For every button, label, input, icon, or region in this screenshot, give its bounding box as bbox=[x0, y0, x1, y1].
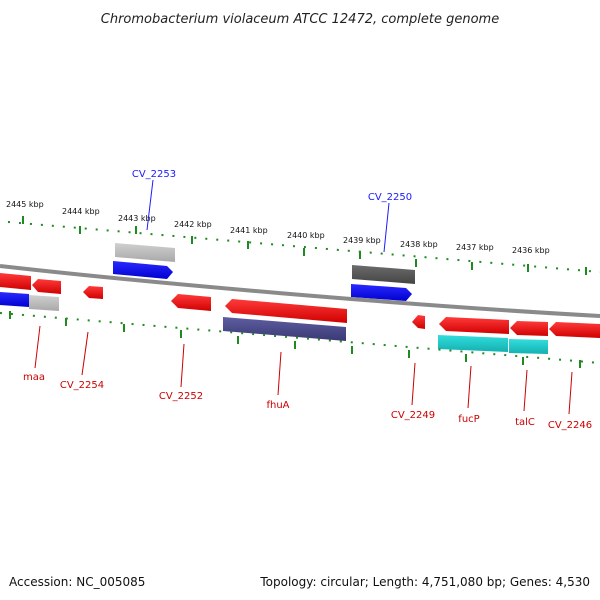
map-title: Chromobacterium violaceum ATCC 12472, co… bbox=[101, 12, 499, 27]
kbp-label: 2445 kbp bbox=[6, 200, 44, 209]
outer-tick-dots bbox=[7, 221, 600, 273]
gene-talC[interactable] bbox=[510, 321, 548, 336]
accession-text: Accession: NC_005085 bbox=[9, 575, 145, 589]
inner-tick-track bbox=[0, 311, 600, 368]
gene-cv2250[interactable] bbox=[351, 284, 412, 301]
leader-cv2254 bbox=[81, 331, 89, 376]
reverse-genes bbox=[0, 273, 600, 354]
outer-tick-track: 2445 kbp 2444 kbp 2443 kbp 2442 kbp 2441… bbox=[6, 200, 600, 275]
kbp-label: 2443 kbp bbox=[118, 214, 156, 223]
gene-label-talC[interactable]: talC bbox=[515, 417, 535, 428]
leader-cv2249 bbox=[411, 362, 416, 406]
gene-cv2254[interactable] bbox=[83, 286, 103, 299]
gene-cv2252[interactable] bbox=[171, 294, 211, 311]
leader-maa bbox=[34, 325, 41, 369]
leader-fucP bbox=[467, 365, 472, 409]
gene-maa[interactable] bbox=[32, 279, 61, 294]
gene-label-fhuA[interactable]: fhuA bbox=[266, 400, 289, 411]
kbp-label: 2441 kbp bbox=[230, 226, 268, 235]
gene-label-cv2250[interactable]: CV_2250 bbox=[368, 192, 412, 203]
outer-major-ticks bbox=[22, 216, 587, 275]
gene-cv2246[interactable] bbox=[549, 322, 600, 338]
gene-cv2249[interactable] bbox=[412, 315, 425, 329]
gene-maa-gray[interactable] bbox=[29, 295, 59, 311]
kbp-label: 2438 kbp bbox=[400, 240, 438, 249]
leader-cv2250 bbox=[383, 202, 390, 253]
kbp-labels: 2445 kbp 2444 kbp 2443 kbp 2442 kbp 2441… bbox=[6, 200, 550, 255]
genome-summary-text: Topology: circular; Length: 4,751,080 bp… bbox=[259, 575, 590, 589]
gene-label-cv2254[interactable]: CV_2254 bbox=[60, 380, 104, 391]
gene-fhuA-indigo[interactable] bbox=[223, 317, 346, 341]
gene-labels: CV_2253 CV_2250 maa CV_2254 CV_2252 fhuA… bbox=[23, 169, 592, 431]
gene-cv2253-gray[interactable] bbox=[115, 243, 175, 262]
kbp-label: 2444 kbp bbox=[62, 207, 100, 216]
gene-label-cv2253[interactable]: CV_2253 bbox=[132, 169, 176, 180]
kbp-label: 2436 kbp bbox=[512, 246, 550, 255]
gene-label-fucP[interactable]: fucP bbox=[458, 414, 479, 425]
gene-talC-cyan[interactable] bbox=[509, 339, 548, 354]
gene-label-maa[interactable]: maa bbox=[23, 372, 45, 383]
genome-backbone bbox=[0, 264, 600, 318]
leader-cv2246 bbox=[568, 371, 573, 415]
gene-label-cv2249[interactable]: CV_2249 bbox=[391, 410, 435, 421]
kbp-label: 2442 kbp bbox=[174, 220, 212, 229]
leader-talC bbox=[523, 369, 528, 412]
kbp-label: 2439 kbp bbox=[343, 236, 381, 245]
leader-cv2253 bbox=[146, 179, 154, 231]
gene-fhuA[interactable] bbox=[225, 299, 347, 323]
gene-cv2250-dark[interactable] bbox=[352, 265, 415, 284]
inner-major-ticks bbox=[9, 311, 581, 368]
kbp-label: 2440 kbp bbox=[287, 231, 325, 240]
forward-genes bbox=[113, 243, 415, 301]
leader-cv2252 bbox=[180, 343, 185, 388]
gene-label-cv2246[interactable]: CV_2246 bbox=[548, 420, 592, 431]
gene-cv2253[interactable] bbox=[113, 261, 173, 279]
gene-fucP[interactable] bbox=[439, 317, 509, 334]
inner-tick-dots bbox=[0, 312, 600, 364]
leader-fhuA bbox=[277, 351, 282, 396]
gene-label-cv2252[interactable]: CV_2252 bbox=[159, 391, 203, 402]
gene-maa-blue[interactable] bbox=[0, 292, 29, 307]
kbp-label: 2437 kbp bbox=[456, 243, 494, 252]
label-leaders bbox=[34, 179, 573, 415]
gene-fucP-cyan[interactable] bbox=[438, 335, 508, 352]
gene-left-edge[interactable] bbox=[0, 273, 31, 290]
